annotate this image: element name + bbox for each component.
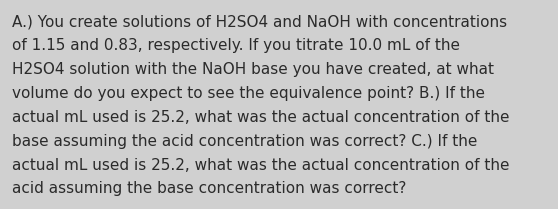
Text: actual mL used is 25.2, what was the actual concentration of the: actual mL used is 25.2, what was the act… [12, 110, 510, 125]
Text: base assuming the acid concentration was correct? C.) If the: base assuming the acid concentration was… [12, 134, 478, 149]
Text: H2SO4 solution with the NaOH base you have created, at what: H2SO4 solution with the NaOH base you ha… [12, 62, 494, 77]
Text: A.) You create solutions of H2SO4 and NaOH with concentrations: A.) You create solutions of H2SO4 and Na… [12, 15, 507, 30]
Text: of 1.15 and 0.83, respectively. If you titrate 10.0 mL of the: of 1.15 and 0.83, respectively. If you t… [12, 38, 460, 54]
Text: actual mL used is 25.2, what was the actual concentration of the: actual mL used is 25.2, what was the act… [12, 158, 510, 173]
Text: acid assuming the base concentration was correct?: acid assuming the base concentration was… [12, 181, 407, 196]
Text: volume do you expect to see the equivalence point? B.) If the: volume do you expect to see the equivale… [12, 86, 485, 101]
